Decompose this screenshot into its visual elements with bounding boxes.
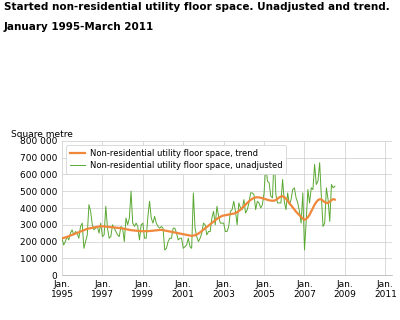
Non-residential utility floor space, trend (274, 198, 278, 202)
Legend: Non-residential utility floor space, trend, Non-residential utility floor space,: Non-residential utility floor space, tre… (66, 145, 286, 174)
Text: Square metre: Square metre (11, 131, 73, 140)
Line: Non-residential utility floor space, unadjusted: Non-residential utility floor space, una… (62, 153, 335, 250)
Non-residential utility floor space, trend (331, 197, 336, 201)
Non-residential utility floor space, trend (258, 196, 263, 200)
Non-residential utility floor space, unadjusted (135, 225, 140, 228)
Non-residential utility floor space, trend (295, 212, 300, 215)
Non-residential utility floor space, unadjusted (60, 236, 64, 240)
Non-residential utility floor space, unadjusted (316, 179, 320, 183)
Non-residential utility floor space, unadjusted (184, 243, 189, 247)
Non-residential utility floor space, unadjusted (162, 248, 167, 252)
Non-residential utility floor space, unadjusted (260, 203, 265, 207)
Text: Started non-residential utility floor space. Unadjusted and trend.: Started non-residential utility floor sp… (4, 2, 390, 12)
Non-residential utility floor space, unadjusted (277, 201, 282, 205)
Non-residential utility floor space, trend (280, 194, 285, 198)
Text: January 1995-March 2011: January 1995-March 2011 (4, 22, 154, 32)
Non-residential utility floor space, unadjusted (332, 184, 337, 188)
Non-residential utility floor space, trend (135, 229, 140, 233)
Non-residential utility floor space, trend (60, 236, 64, 240)
Non-residential utility floor space, trend (332, 198, 337, 202)
Non-residential utility floor space, unadjusted (272, 151, 276, 155)
Non-residential utility floor space, unadjusted (297, 209, 302, 213)
Non-residential utility floor space, trend (314, 200, 319, 204)
Line: Non-residential utility floor space, trend: Non-residential utility floor space, tre… (62, 196, 335, 238)
